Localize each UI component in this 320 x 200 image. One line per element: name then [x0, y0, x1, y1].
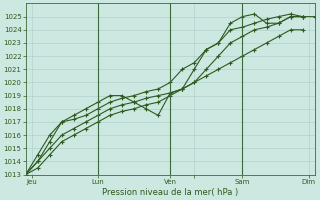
- X-axis label: Pression niveau de la mer( hPa ): Pression niveau de la mer( hPa ): [102, 188, 238, 197]
